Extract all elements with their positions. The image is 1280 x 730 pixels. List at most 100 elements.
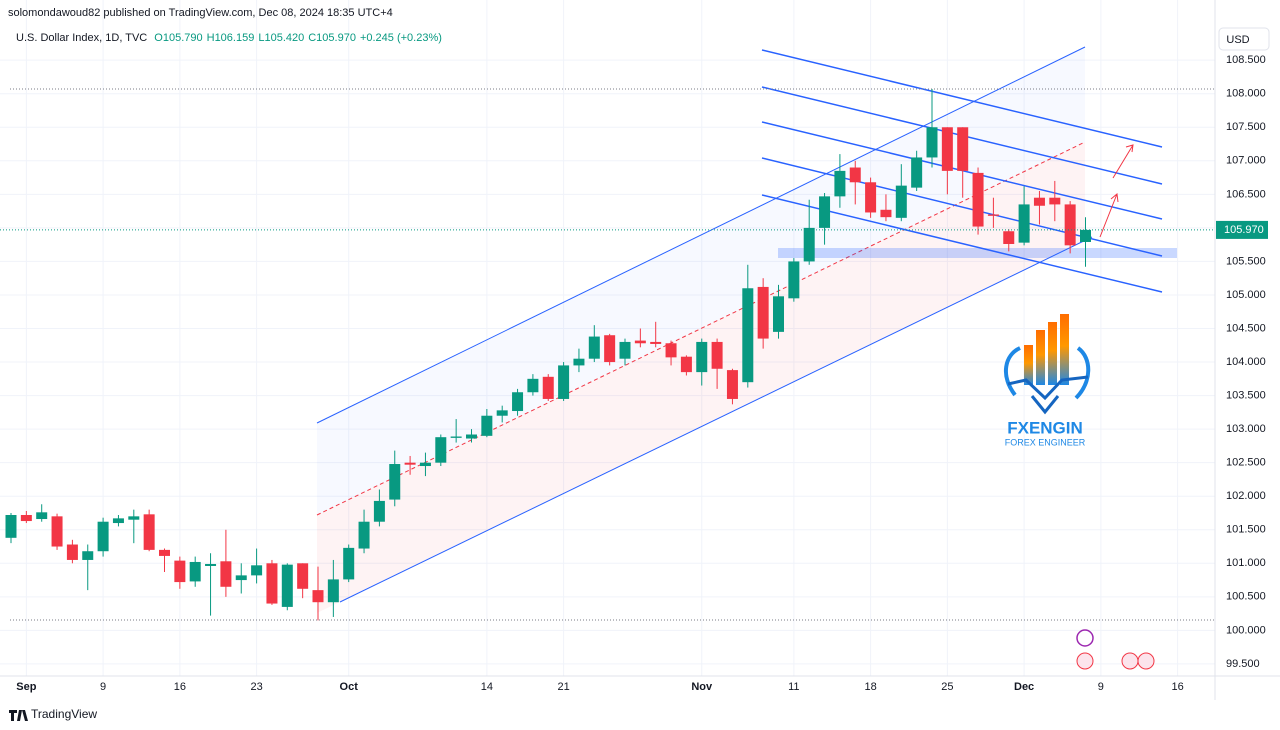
symbol-title: U.S. Dollar Index, 1D, TVC <box>16 32 148 44</box>
candle-body <box>435 437 447 463</box>
x-tick-label: 23 <box>250 681 262 693</box>
y-tick-label: 102.000 <box>1226 490 1266 502</box>
candle-body <box>972 172 984 227</box>
candle-body <box>266 563 278 604</box>
candle-body <box>941 127 953 171</box>
candle-body <box>235 575 247 581</box>
candle-body <box>66 544 78 560</box>
candle-body <box>865 182 877 213</box>
candle-body <box>1018 204 1030 243</box>
candle-body <box>51 516 63 547</box>
candle-body <box>696 341 708 373</box>
candle-body <box>20 515 32 522</box>
tv-logo <box>9 710 28 721</box>
y-tick-label: 104.000 <box>1226 356 1266 368</box>
candle-body <box>987 214 999 216</box>
channel-fill-upper <box>317 47 1085 515</box>
candle-body <box>957 127 969 171</box>
channel-fill-lower <box>317 142 1085 613</box>
x-tick-label: 25 <box>941 681 953 693</box>
candle-body <box>82 551 94 560</box>
candle-body <box>128 516 140 520</box>
candle-body <box>634 340 646 344</box>
candle-body <box>680 356 692 373</box>
y-tick-label: 100.000 <box>1226 624 1266 636</box>
y-tick-label: 108.500 <box>1226 54 1266 66</box>
candle-body <box>711 341 723 369</box>
y-tick-label: 101.500 <box>1226 524 1266 536</box>
candle-body <box>358 521 370 549</box>
y-tick-label: 107.500 <box>1226 121 1266 133</box>
header-value: C105.970 <box>308 32 356 44</box>
candle-body <box>773 296 784 332</box>
candle-body <box>726 370 738 399</box>
candle-body <box>251 565 263 576</box>
candle-body <box>373 500 385 522</box>
candle-body <box>281 564 293 607</box>
logo-subtitle: FOREX ENGINEER <box>1005 437 1086 447</box>
candle-body <box>788 261 800 299</box>
x-tick-label: 16 <box>174 681 186 693</box>
candle-body <box>159 549 170 556</box>
candle-body <box>297 563 309 589</box>
candle-body <box>558 365 570 399</box>
channel-top <box>316 46 1086 424</box>
currency: USD <box>1226 34 1249 46</box>
y-tick-label: 105.500 <box>1226 255 1266 267</box>
y-tick-label: 99.500 <box>1226 658 1260 670</box>
candle-body <box>573 358 585 366</box>
candle-body <box>481 415 493 436</box>
y-tick-label: 104.500 <box>1226 322 1266 334</box>
candle-body <box>450 436 462 438</box>
candle-body <box>527 378 539 393</box>
x-tick-label: Dec <box>1014 681 1034 693</box>
candle-body <box>312 590 324 603</box>
candle-body <box>834 170 846 197</box>
y-tick-label: 107.000 <box>1226 155 1266 167</box>
logo: FXENGIN FOREX ENGINEER <box>1004 314 1091 447</box>
candle-body <box>5 515 17 538</box>
arrows <box>1099 144 1134 238</box>
candle-body <box>205 563 217 566</box>
candle-body <box>36 512 48 520</box>
candle-body <box>1003 231 1015 244</box>
candle-body <box>588 336 600 359</box>
y-tick-label: 103.500 <box>1226 390 1266 402</box>
event-icons <box>1076 629 1155 670</box>
y-tick-label: 108.000 <box>1226 88 1266 100</box>
candle-body <box>926 127 938 158</box>
candle-body <box>880 209 892 218</box>
candle-body <box>143 514 155 550</box>
candle-body <box>112 518 124 524</box>
candle-body <box>911 157 923 188</box>
logo-title: FXENGIN <box>1007 418 1083 437</box>
candle-body <box>604 335 616 363</box>
x-tick-label: 11 <box>788 681 799 693</box>
header-value: H106.159 <box>206 32 255 44</box>
candle-body <box>419 462 431 467</box>
header-value: +0.245 (+0.23%) <box>359 32 442 44</box>
candle-body <box>389 464 401 500</box>
footer: TradingView <box>31 707 97 721</box>
last-price-box <box>1216 220 1268 239</box>
candle-body <box>1080 229 1091 242</box>
y-tick-label: 106.500 <box>1226 188 1266 200</box>
candle-body <box>1064 204 1076 246</box>
channel-bottom <box>339 236 1093 603</box>
legend: U.S. Dollar Index, 1D, TVC O105.790 H106.… <box>16 32 446 44</box>
candle-body <box>496 410 508 416</box>
currency-button[interactable] <box>1218 27 1270 51</box>
candle-body <box>665 343 677 358</box>
publisher: solomondawoud82 published on TradingView… <box>8 7 393 19</box>
candle-body <box>220 561 232 587</box>
header-value: O105.790 <box>154 32 203 44</box>
y-tick-label: 103.000 <box>1226 423 1266 435</box>
x-tick-label: Nov <box>691 681 713 693</box>
x-tick-label: 21 <box>557 681 569 693</box>
candle-body <box>757 286 769 339</box>
candle-body <box>895 185 907 218</box>
candle-body <box>542 376 554 399</box>
candle-body <box>849 167 861 183</box>
